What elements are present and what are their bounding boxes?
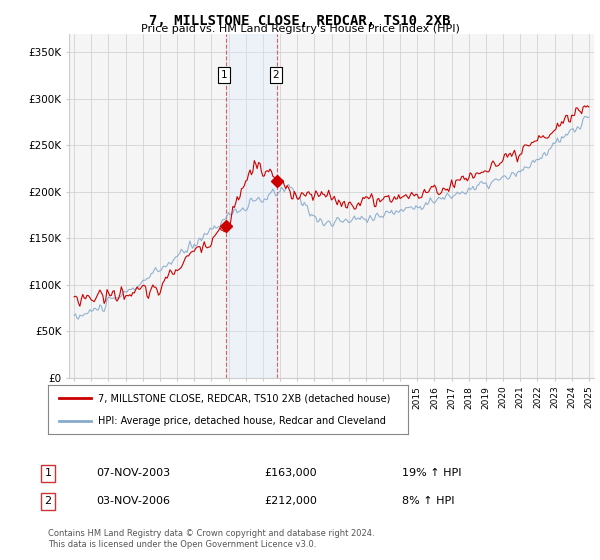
Text: 1: 1 (44, 468, 52, 478)
Text: 07-NOV-2003: 07-NOV-2003 (96, 468, 170, 478)
Bar (226, 34, 277, 378)
Text: 2: 2 (272, 70, 279, 80)
Text: 7, MILLSTONE CLOSE, REDCAR, TS10 2XB (detached house): 7, MILLSTONE CLOSE, REDCAR, TS10 2XB (de… (98, 393, 391, 403)
Text: Contains HM Land Registry data © Crown copyright and database right 2024.
This d: Contains HM Land Registry data © Crown c… (48, 529, 374, 549)
Text: £163,000: £163,000 (264, 468, 317, 478)
Text: 1: 1 (221, 70, 227, 80)
Text: 8% ↑ HPI: 8% ↑ HPI (402, 496, 455, 506)
Text: 03-NOV-2006: 03-NOV-2006 (96, 496, 170, 506)
Text: 7, MILLSTONE CLOSE, REDCAR, TS10 2XB: 7, MILLSTONE CLOSE, REDCAR, TS10 2XB (149, 14, 451, 28)
Text: 19% ↑ HPI: 19% ↑ HPI (402, 468, 461, 478)
Text: £212,000: £212,000 (264, 496, 317, 506)
Text: Price paid vs. HM Land Registry's House Price Index (HPI): Price paid vs. HM Land Registry's House … (140, 24, 460, 34)
Text: HPI: Average price, detached house, Redcar and Cleveland: HPI: Average price, detached house, Redc… (98, 416, 386, 426)
Text: 2: 2 (44, 496, 52, 506)
